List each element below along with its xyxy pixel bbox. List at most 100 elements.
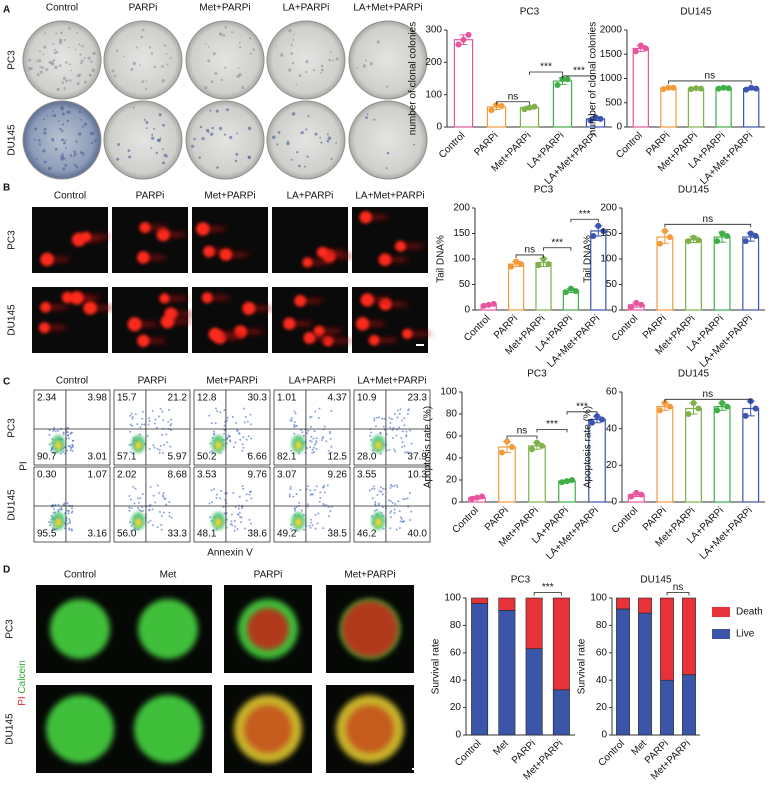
- flow-core: [375, 441, 382, 450]
- flow-event: [290, 417, 293, 420]
- replicate-point: [638, 301, 645, 308]
- flow-event: [315, 485, 318, 488]
- colony-dot: [94, 139, 98, 143]
- flow-event: [387, 499, 390, 502]
- row-label: PC3: [7, 230, 18, 250]
- flow-event: [130, 412, 133, 415]
- x-tick-label: Control: [610, 313, 641, 344]
- colony-dot: [150, 52, 154, 55]
- flow-event: [313, 489, 316, 492]
- colony-dot: [335, 57, 339, 61]
- quadrant-value: 82.1: [277, 452, 297, 463]
- flow-event: [243, 527, 246, 530]
- bar-segment: [660, 679, 674, 736]
- replicate-point: [488, 107, 495, 114]
- colony-dot: [53, 51, 57, 55]
- column-label: PARPi: [138, 376, 167, 387]
- comet-head: [302, 257, 313, 268]
- flow-event: [51, 529, 54, 532]
- colony-dot: [305, 128, 308, 131]
- quadrant-value: 2.34: [37, 393, 57, 404]
- colony-dot: [163, 44, 167, 47]
- colony-dot: [67, 46, 70, 49]
- flow-event: [52, 451, 55, 454]
- colony-dot: [67, 110, 71, 114]
- flow-event: [374, 425, 377, 428]
- replicate-point: [742, 238, 749, 245]
- colony-dot: [204, 85, 208, 90]
- colony-dot: [90, 141, 94, 145]
- y-tick-label: 60: [606, 387, 618, 398]
- flow-event: [389, 421, 392, 424]
- flow-event: [316, 522, 319, 525]
- colony-dot: [66, 119, 69, 123]
- bar-segment: [638, 597, 652, 614]
- flow-event: [388, 448, 391, 451]
- colony-dot: [210, 132, 214, 136]
- flow-event: [401, 430, 404, 433]
- flow-event: [389, 516, 392, 519]
- flow-event: [309, 425, 312, 428]
- flow-event: [398, 510, 401, 513]
- colony-dot: [290, 43, 293, 46]
- comet-head: [83, 301, 97, 315]
- flow-event: [212, 451, 215, 454]
- x-tick-label: LA+Met+PARPi: [544, 505, 601, 562]
- y-tick-label: 40: [596, 675, 608, 686]
- flow-event: [248, 518, 251, 521]
- colony-dish: [185, 20, 265, 100]
- colony-dot: [366, 113, 369, 116]
- flow-event: [394, 450, 397, 453]
- flow-event: [391, 501, 394, 504]
- flow-event: [370, 431, 373, 434]
- bar-segment: [552, 597, 570, 691]
- comet-head: [303, 331, 316, 344]
- bar-segment: [471, 597, 489, 604]
- flow-event: [322, 527, 325, 530]
- flow-event: [216, 410, 219, 413]
- colony-dot: [87, 56, 91, 60]
- significance-label: ns: [525, 245, 536, 256]
- flow-event: [396, 416, 399, 419]
- colony-dot: [207, 45, 210, 48]
- flow-event: [379, 452, 382, 455]
- colony-dot: [90, 60, 93, 63]
- flow-event: [391, 485, 394, 488]
- comet-head: [378, 253, 392, 267]
- quadrant-value: 23.3: [408, 393, 428, 404]
- flow-event: [405, 435, 408, 438]
- flow-event: [136, 423, 139, 426]
- flow-event: [410, 510, 413, 513]
- flow-event: [67, 510, 70, 513]
- flow-event: [373, 487, 376, 490]
- colony-dot: [141, 28, 145, 32]
- flow-event: [140, 510, 143, 513]
- colony-dot: [37, 58, 42, 63]
- flow-event: [148, 417, 151, 420]
- flow-event: [58, 508, 61, 511]
- quadrant-value: 90.7: [37, 452, 57, 463]
- colony-dot: [68, 79, 72, 82]
- colony-dot: [43, 127, 47, 131]
- replicate-point: [666, 234, 673, 241]
- flow-event: [406, 497, 409, 500]
- row-label: DU145: [7, 489, 18, 521]
- colony-dot: [230, 31, 234, 34]
- quadrant-value: 9.26: [328, 470, 348, 481]
- significance-bracket: [668, 80, 752, 84]
- flow-event: [391, 429, 394, 432]
- bar: [453, 39, 474, 128]
- flow-event: [395, 528, 398, 531]
- flow-event: [289, 487, 292, 490]
- flow-event: [390, 510, 393, 513]
- flow-event: [67, 431, 70, 434]
- significance-label: ***: [540, 62, 552, 73]
- flow-event: [401, 445, 404, 448]
- colony-dot: [286, 141, 290, 146]
- replicate-point: [656, 240, 663, 247]
- flow-event: [322, 436, 325, 439]
- significance-bracket: [666, 592, 690, 596]
- flow-event: [382, 506, 385, 509]
- comet-image: [112, 207, 188, 273]
- flow-plot: [193, 389, 271, 466]
